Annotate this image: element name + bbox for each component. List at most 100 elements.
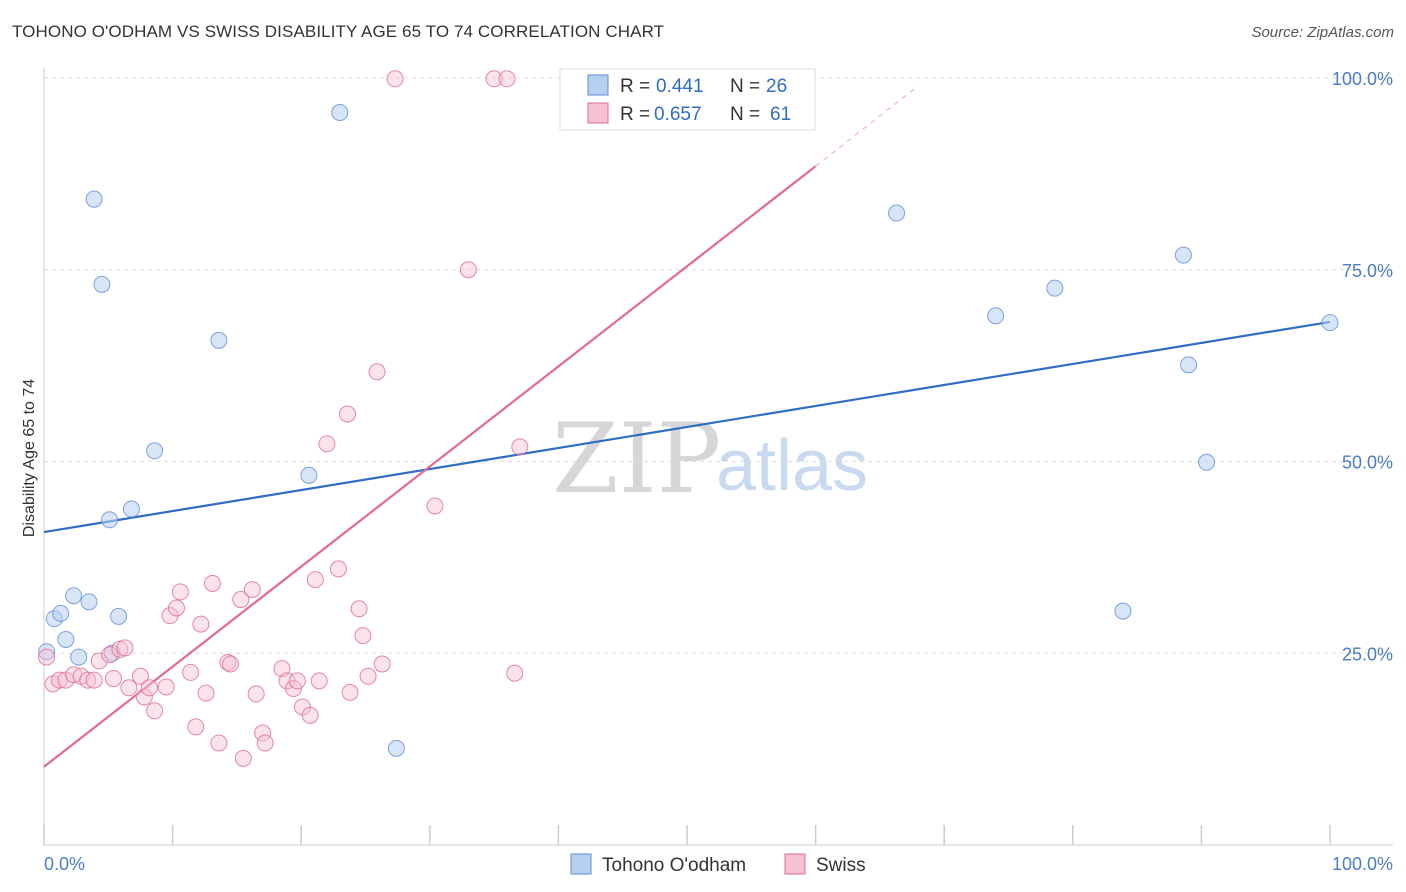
point-swiss <box>243 581 261 599</box>
point-tohono <box>888 204 906 222</box>
point-swiss <box>197 684 215 702</box>
watermark-zip: ZIP <box>552 403 721 515</box>
point-tohono <box>1114 602 1132 620</box>
point-tohono <box>1174 246 1192 264</box>
point-swiss <box>301 706 319 724</box>
legend-n-label-2: N = <box>730 104 760 125</box>
x-tick-label-min: 0.0% <box>44 854 85 874</box>
point-tohono <box>93 275 111 293</box>
legend-swatch-blue <box>587 74 609 96</box>
point-swiss <box>101 646 119 664</box>
point-swiss <box>310 672 328 690</box>
point-tohono <box>1198 453 1216 471</box>
bottom-legend-label-pink: Swiss <box>816 855 866 876</box>
point-swiss <box>511 438 529 456</box>
point-swiss <box>426 497 444 515</box>
point-tohono <box>300 466 318 484</box>
point-tohono <box>146 442 164 460</box>
x-tick-label-max: 100.0% <box>1332 854 1393 874</box>
point-swiss <box>210 734 228 752</box>
point-tohono <box>987 307 1005 325</box>
point-tohono <box>38 643 56 661</box>
point-swiss <box>288 672 306 690</box>
point-swiss <box>157 678 175 696</box>
point-tohono <box>103 644 121 662</box>
point-swiss <box>85 671 103 689</box>
y-tick-label: 75.0% <box>1342 261 1393 281</box>
y-tick-label: 25.0% <box>1342 644 1393 664</box>
point-tohono <box>101 511 119 529</box>
point-swiss <box>171 583 189 601</box>
legend-r-label-1: R = <box>620 76 650 97</box>
point-swiss <box>104 670 122 688</box>
legend-r-value-2: 0.657 <box>654 104 702 125</box>
legend-n-label-1: N = <box>730 76 760 97</box>
point-tohono <box>1180 356 1198 374</box>
point-swiss <box>219 653 237 671</box>
point-tohono <box>1046 279 1064 297</box>
point-swiss <box>306 571 324 589</box>
series-tohono-points <box>38 104 1339 757</box>
point-swiss <box>167 599 185 617</box>
point-swiss <box>284 680 302 698</box>
legend-box: R = 0.441 N = 26 R = 0.657 N = 61 <box>559 68 816 131</box>
point-swiss <box>386 70 404 88</box>
bottom-legend-swatch-blue <box>570 853 592 875</box>
point-swiss <box>247 685 265 703</box>
point-tohono <box>65 587 83 605</box>
point-swiss <box>135 688 153 706</box>
y-axis-label: Disability Age 65 to 74 <box>21 379 38 537</box>
point-swiss <box>338 405 356 423</box>
point-swiss <box>232 591 250 609</box>
point-swiss <box>254 724 272 742</box>
source-label: Source: ZipAtlas.com <box>1251 24 1394 41</box>
point-swiss <box>354 627 372 645</box>
point-tohono <box>85 190 103 208</box>
point-swiss <box>341 683 359 701</box>
chart-title: TOHONO O'ODHAM VS SWISS DISABILITY AGE 6… <box>12 22 665 41</box>
point-swiss <box>350 600 368 618</box>
point-swiss <box>120 679 138 697</box>
point-swiss <box>256 734 274 752</box>
point-swiss <box>79 671 97 689</box>
point-swiss <box>146 702 164 720</box>
point-swiss <box>373 655 391 673</box>
axes <box>43 68 1393 846</box>
point-tohono <box>57 630 75 648</box>
legend-swatch-pink <box>587 102 609 124</box>
point-swiss <box>485 70 503 88</box>
point-swiss <box>498 70 516 88</box>
point-swiss <box>131 667 149 685</box>
point-tohono <box>52 604 70 622</box>
point-swiss <box>368 363 386 381</box>
point-tohono <box>387 739 405 757</box>
legend-r-value-1: 0.441 <box>656 76 704 97</box>
point-swiss <box>182 663 200 681</box>
y-tick-label: 100.0% <box>1332 69 1393 89</box>
point-tohono <box>331 104 349 122</box>
trend-line-swiss-extension <box>815 85 919 167</box>
point-swiss <box>459 261 477 279</box>
legend-n-value-2: 61 <box>770 104 791 125</box>
point-tohono <box>210 331 228 349</box>
point-swiss <box>203 574 221 592</box>
trend-line-tohono <box>43 320 1331 534</box>
point-tohono <box>1321 314 1339 332</box>
y-tick-label: 50.0% <box>1342 453 1393 473</box>
legend-r-label-2: R = <box>620 104 650 125</box>
point-swiss <box>187 718 205 736</box>
point-swiss <box>90 652 108 670</box>
trend-lines <box>43 85 1331 768</box>
point-tohono <box>122 500 140 518</box>
point-tohono <box>80 593 98 611</box>
watermark-atlas: atlas <box>716 426 868 506</box>
y-tick-labels: 25.0% 50.0% 75.0% 100.0% <box>1332 69 1393 664</box>
bottom-legend: Tohono O'odham Swiss <box>570 853 866 876</box>
legend-n-value-1: 26 <box>766 76 787 97</box>
point-swiss <box>506 664 524 682</box>
point-tohono <box>110 607 128 625</box>
point-tohono <box>70 648 88 666</box>
point-swiss <box>221 655 239 673</box>
x-ticks <box>43 825 1331 845</box>
